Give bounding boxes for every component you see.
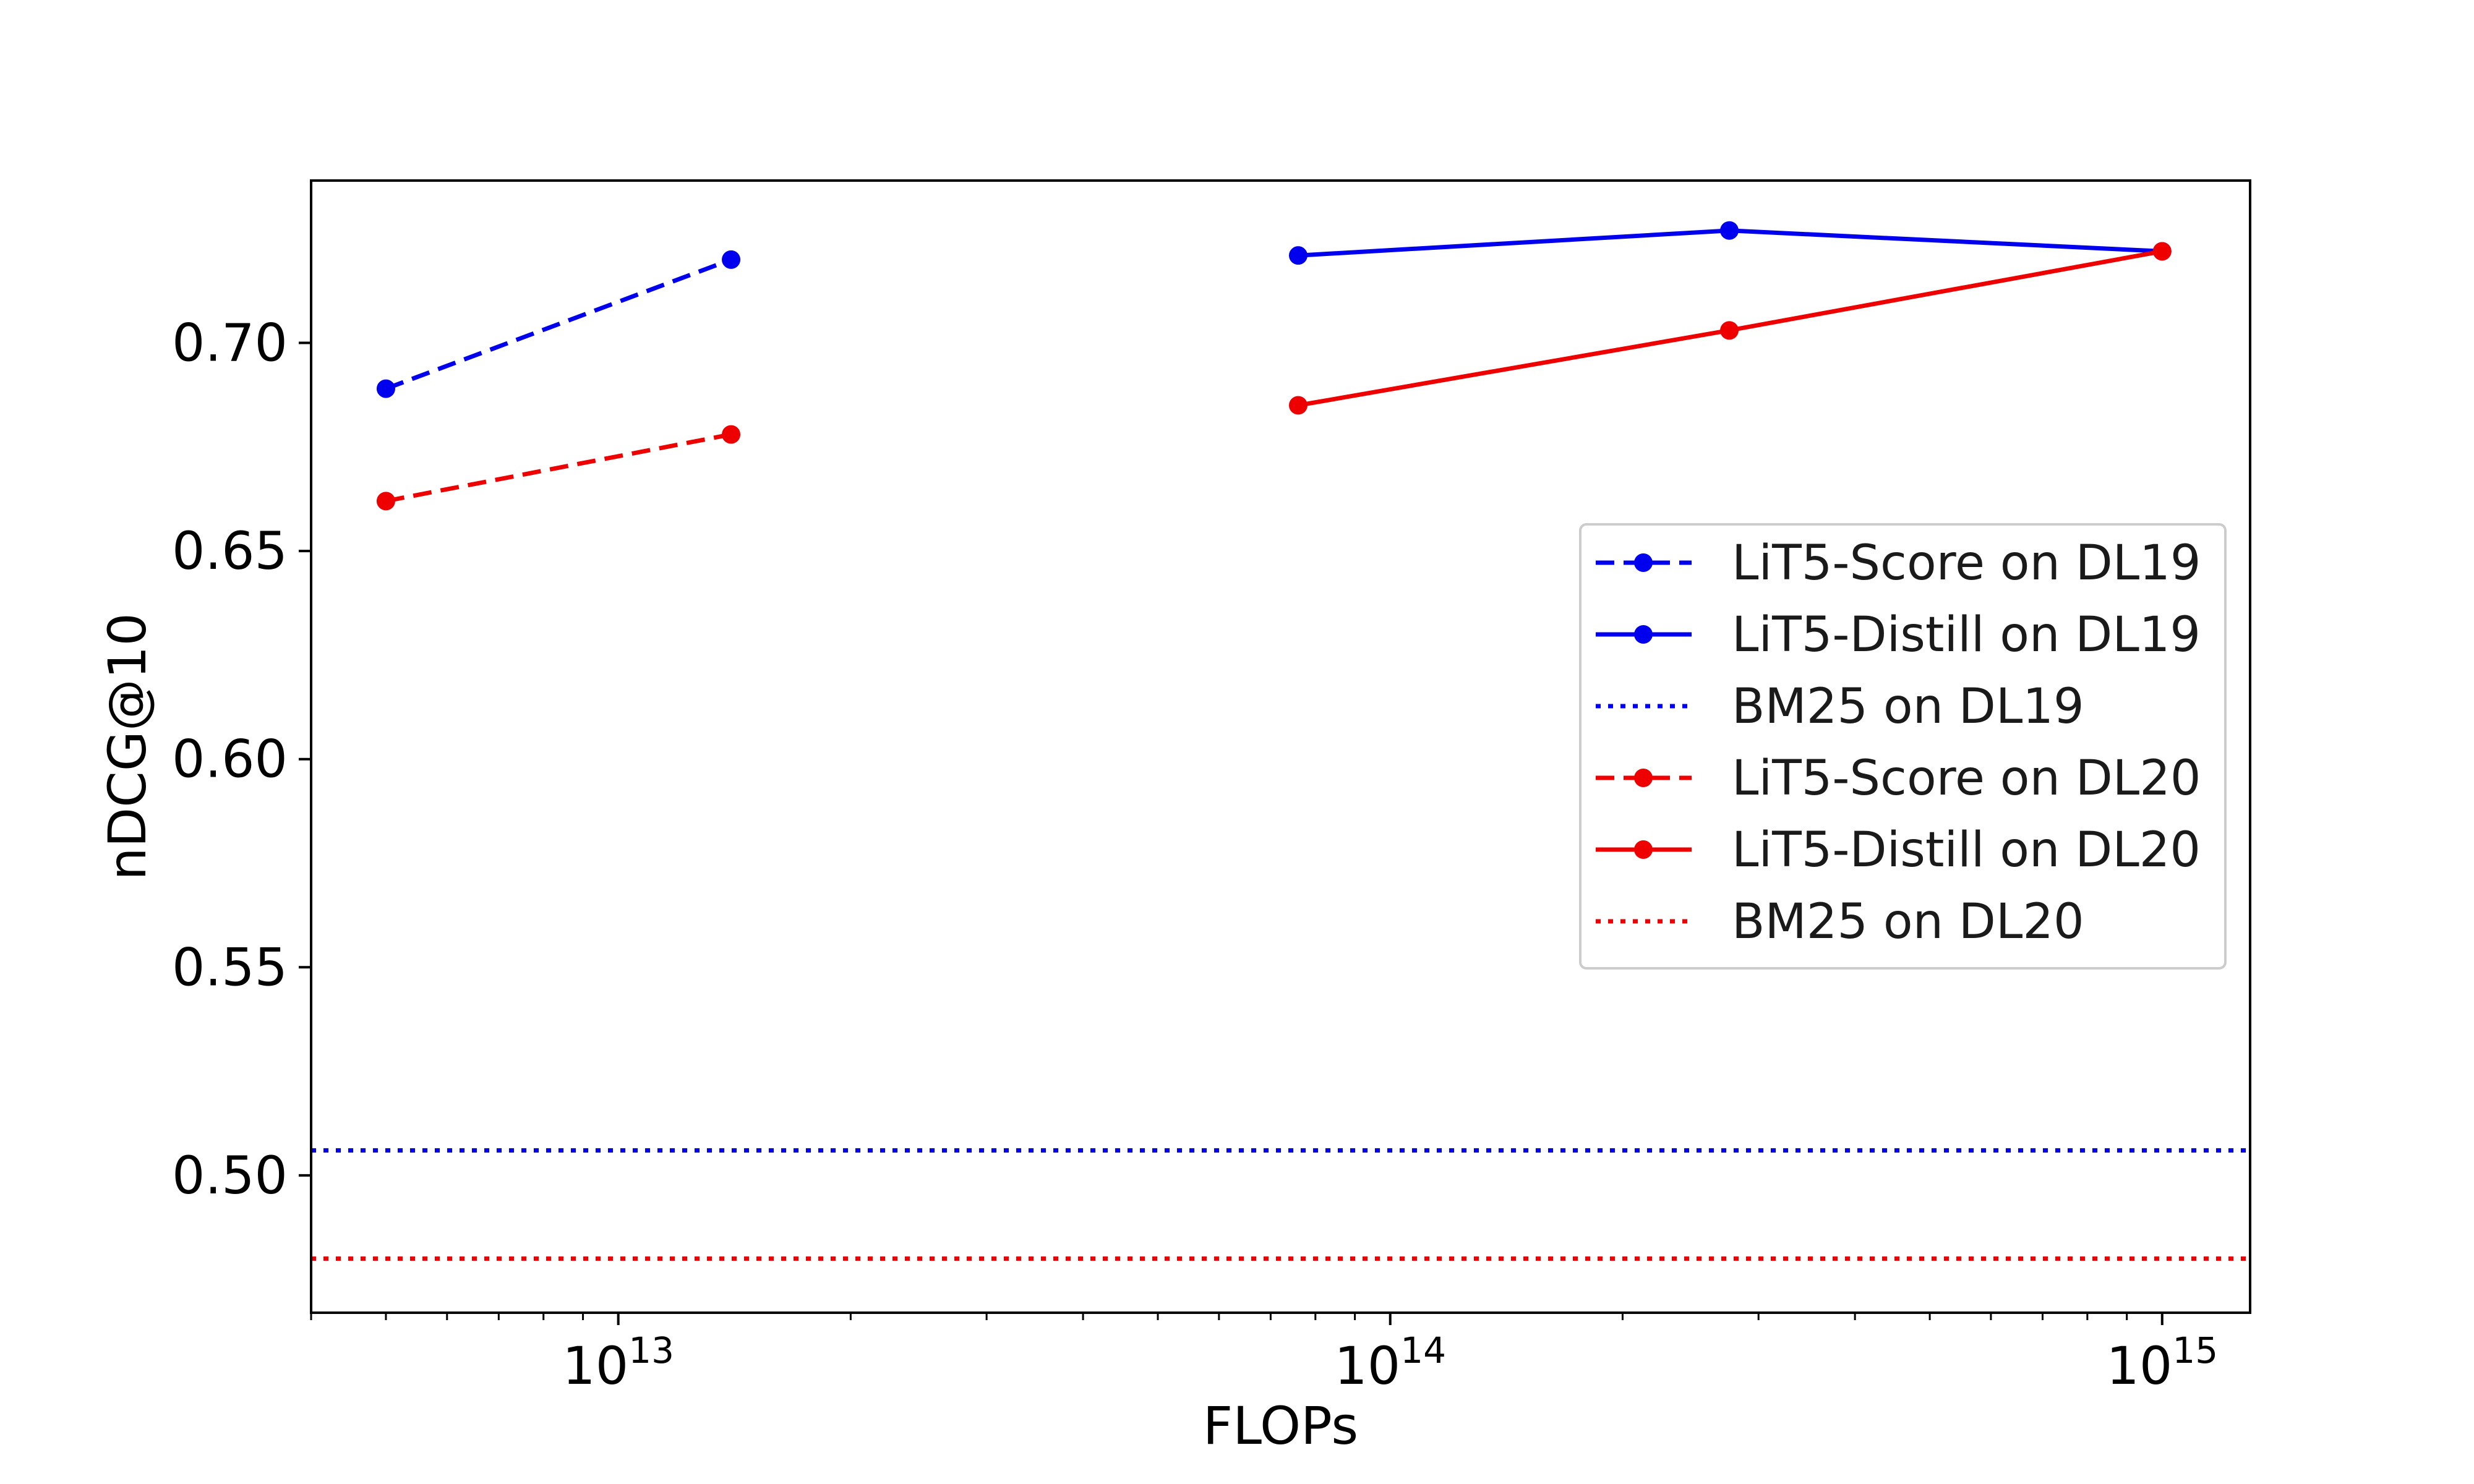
data-point bbox=[376, 492, 395, 511]
legend-label: LiT5-Score on DL19 bbox=[1732, 535, 2201, 591]
legend-label: LiT5-Score on DL20 bbox=[1732, 751, 2201, 806]
legend-item-2: LiT5-Distill on DL19 bbox=[1596, 607, 2201, 663]
series-2 bbox=[1288, 221, 2172, 265]
legend-marker bbox=[1634, 553, 1653, 572]
series-5 bbox=[1288, 242, 2172, 415]
legend-marker bbox=[1634, 769, 1653, 787]
x-tick-label: 1013 bbox=[562, 1329, 674, 1396]
data-point bbox=[2152, 242, 2172, 261]
y-tick-label: 0.70 bbox=[172, 313, 288, 373]
legend-box bbox=[1579, 523, 2227, 970]
x-axis-label: FLOPs bbox=[1203, 1396, 1358, 1456]
y-axis-label: nDCG@10 bbox=[97, 613, 158, 881]
y-tick-label: 0.60 bbox=[172, 729, 288, 790]
legend-label: BM25 on DL19 bbox=[1732, 679, 2084, 735]
series-line bbox=[385, 432, 732, 503]
legend: LiT5-Score on DL19 LiT5-Distill on DL19 BM… bbox=[1579, 523, 2227, 970]
data-point bbox=[1720, 221, 1739, 240]
legend-item-5: LiT5-Distill on DL20 bbox=[1596, 822, 2201, 878]
data-point bbox=[1720, 321, 1739, 340]
x-tick-label: 1015 bbox=[2106, 1329, 2218, 1396]
legend-label: LiT5-Distill on DL20 bbox=[1732, 822, 2201, 878]
series-layer bbox=[311, 221, 2250, 1261]
y-tick-label: 0.65 bbox=[172, 521, 288, 581]
legend-item-6: BM25 on DL20 bbox=[1596, 894, 2084, 950]
data-point bbox=[376, 379, 395, 398]
legend-marker bbox=[1634, 840, 1653, 859]
legend-item-1: LiT5-Score on DL19 bbox=[1596, 535, 2201, 591]
x-axis: 1013 1014 1015 bbox=[310, 1313, 2218, 1396]
data-point bbox=[1288, 246, 1308, 265]
series-1 bbox=[376, 250, 741, 398]
plot-frame bbox=[310, 179, 2251, 1314]
series-4 bbox=[376, 425, 741, 511]
data-point bbox=[722, 250, 741, 269]
legend-marker bbox=[1634, 625, 1653, 644]
legend-item-3: BM25 on DL19 bbox=[1596, 679, 2084, 735]
y-tick-label: 0.50 bbox=[172, 1145, 288, 1206]
legend-label: BM25 on DL20 bbox=[1732, 894, 2084, 950]
legend-item-4: LiT5-Score on DL20 bbox=[1596, 751, 2201, 806]
y-axis: 0.50 0.55 0.60 0.65 0.70 bbox=[172, 313, 311, 1206]
series-line bbox=[385, 257, 732, 391]
x-tick-label: 1014 bbox=[1334, 1329, 1446, 1396]
legend-label: LiT5-Distill on DL19 bbox=[1732, 607, 2201, 663]
data-point bbox=[1288, 396, 1308, 415]
data-point bbox=[722, 425, 741, 444]
y-tick-label: 0.55 bbox=[172, 937, 288, 997]
